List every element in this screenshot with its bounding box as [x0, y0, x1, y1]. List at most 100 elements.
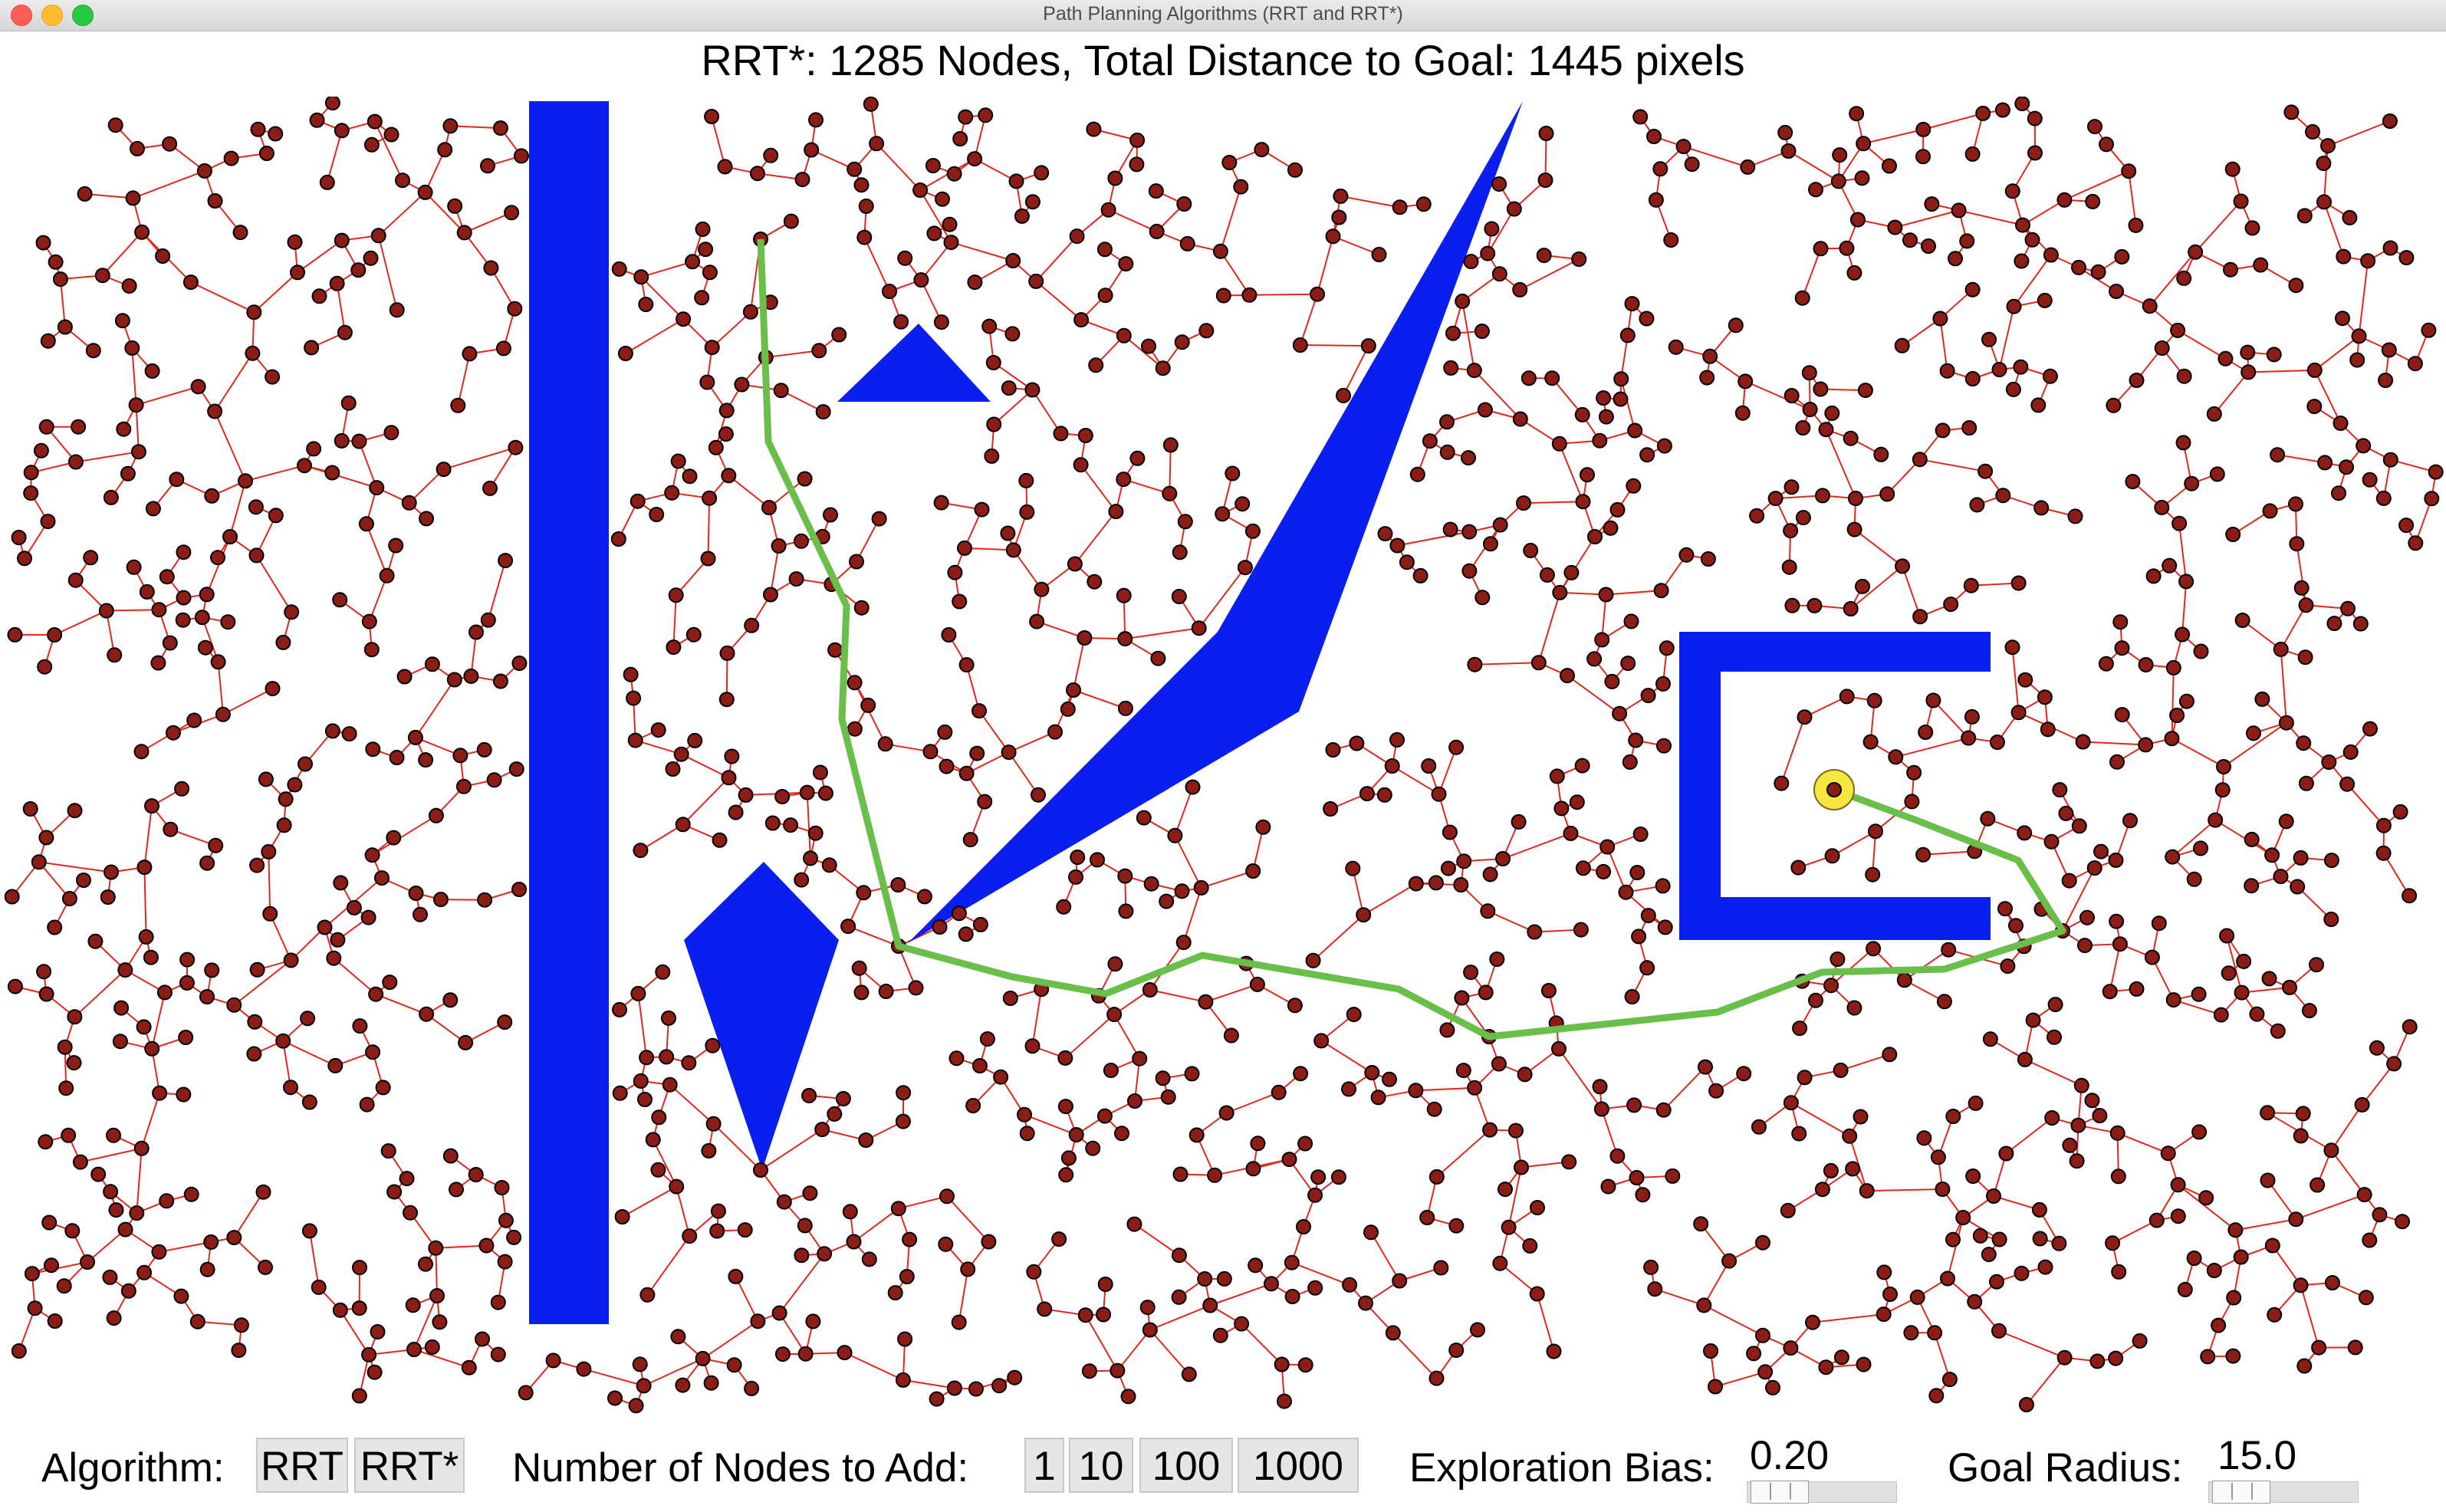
tree-edge — [1370, 1231, 1401, 1282]
tree-node — [383, 425, 399, 441]
tree-node — [1415, 196, 1432, 212]
tree-node — [1077, 1307, 1093, 1323]
tree-node — [1530, 655, 1547, 671]
tree-node — [408, 886, 424, 901]
tree-node — [1849, 212, 1866, 228]
tree-edge — [639, 823, 684, 851]
rrt-star-button[interactable]: RRT* — [354, 1438, 465, 1493]
tree-node — [1073, 312, 1090, 328]
minimize-icon[interactable] — [41, 5, 63, 26]
tree-node — [1068, 1127, 1084, 1142]
tree-node — [1117, 631, 1133, 647]
maximize-icon[interactable] — [72, 5, 94, 26]
tree-node — [1297, 1357, 1313, 1373]
tree-node — [978, 107, 994, 123]
tree-node — [2085, 193, 2101, 209]
add-100-button[interactable]: 100 — [1139, 1438, 1233, 1493]
tree-node — [2109, 1125, 2125, 1141]
tree-node — [1461, 563, 1478, 579]
tree-edge — [1703, 1304, 1764, 1336]
goal-radius-slider[interactable] — [2208, 1481, 2359, 1504]
tree-node — [1655, 1102, 1672, 1118]
add-10-button[interactable]: 10 — [1069, 1438, 1133, 1493]
tree-node — [974, 501, 990, 518]
tree-node — [100, 889, 116, 905]
tree-node — [1801, 365, 1817, 381]
tree-node — [1982, 1031, 1998, 1047]
tree-edge — [464, 212, 512, 234]
tree-node — [1448, 739, 1465, 755]
tree-node — [1096, 1108, 1113, 1124]
tree-edge — [457, 353, 471, 406]
tree-node — [694, 290, 710, 306]
tree-node — [1678, 547, 1695, 563]
tree-node — [887, 1285, 903, 1301]
obstacle-small-triangle — [837, 324, 991, 402]
tree-node — [2056, 192, 2073, 208]
tree-node — [1639, 311, 1655, 327]
tree-node — [847, 161, 863, 177]
rrt-button[interactable]: RRT — [256, 1438, 348, 1493]
tree-node — [1833, 1349, 1849, 1366]
tree-node — [2090, 264, 2106, 280]
tree-node — [764, 815, 781, 831]
tree-node — [2109, 913, 2125, 929]
tree-node — [1629, 865, 1645, 880]
tree-node — [44, 1257, 59, 1274]
tree-node — [276, 817, 292, 833]
tree-node — [2213, 1007, 2229, 1023]
tree-node — [1626, 478, 1642, 494]
tree-edge — [1507, 1167, 1522, 1228]
tree-node — [399, 1171, 415, 1187]
tree-node — [1569, 794, 1585, 810]
add-1-button[interactable]: 1 — [1024, 1438, 1064, 1493]
tree-node — [2278, 715, 2294, 731]
tree-node — [143, 949, 159, 965]
tree-node — [986, 416, 1002, 432]
tree-node — [333, 875, 349, 891]
tree-node — [2321, 754, 2337, 770]
tree-node — [278, 791, 294, 807]
tree-node — [2165, 659, 2181, 675]
tree-node — [708, 439, 724, 455]
tree-node — [2347, 1339, 2363, 1356]
tree-node — [1118, 903, 1134, 919]
tree-edge — [255, 554, 293, 613]
goal-radius-slider-thumb[interactable] — [2212, 1481, 2270, 1504]
tree-node — [340, 395, 357, 411]
tree-edge — [2241, 620, 2282, 650]
tree-node — [1795, 510, 1811, 526]
tree-node — [2128, 217, 2144, 233]
tree-node — [1560, 668, 1575, 684]
tree-node — [2262, 503, 2278, 519]
tree-node — [287, 777, 303, 793]
tree-node — [361, 613, 377, 629]
tree-node — [2358, 1290, 2374, 1306]
tree-node — [1784, 597, 1800, 613]
exploration-bias-slider[interactable] — [1747, 1481, 1897, 1504]
tree-node — [799, 784, 815, 800]
add-1000-button[interactable]: 1000 — [1238, 1438, 1359, 1493]
tree-node — [1928, 1388, 1945, 1404]
tree-node — [1702, 348, 1718, 364]
tree-node — [1640, 908, 1656, 924]
planning-canvas[interactable] — [0, 97, 2446, 1417]
close-icon[interactable] — [11, 5, 32, 26]
tree-edge — [1363, 883, 1417, 916]
tree-edge — [637, 993, 648, 1058]
tree-node — [1483, 536, 1498, 552]
tree-node — [1237, 560, 1253, 576]
tree-node — [2351, 328, 2367, 344]
exploration-bias-slider-thumb[interactable] — [1751, 1481, 1809, 1504]
tree-node — [424, 1339, 440, 1355]
tree-node — [1561, 1154, 1577, 1170]
tree-node — [155, 248, 171, 264]
obstacle-vertical-bar — [529, 101, 609, 1324]
tree-node — [103, 489, 119, 505]
tree-edge — [1182, 887, 1202, 943]
tree-node — [1495, 851, 1511, 866]
tree-node — [957, 540, 972, 556]
tree-edge — [675, 557, 709, 596]
tree-node — [194, 610, 210, 626]
tree-node — [2154, 499, 2170, 515]
